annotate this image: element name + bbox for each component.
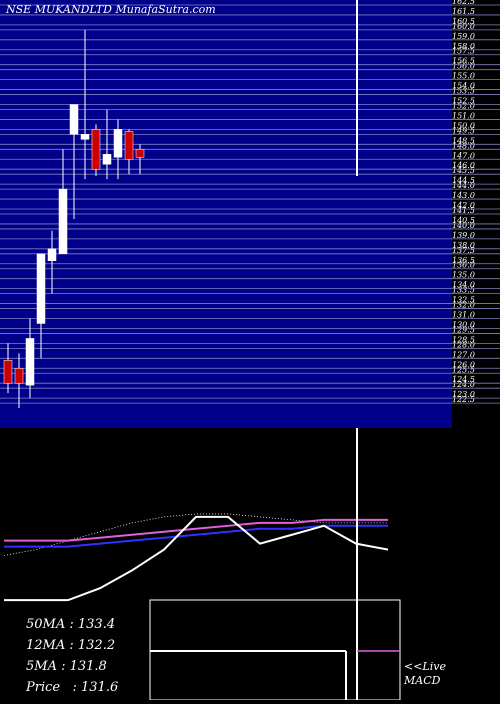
- grid-level-label: 160.5: [452, 17, 475, 26]
- grid-level-label: 137.5: [452, 246, 475, 255]
- grid-level-label: 155.0: [452, 72, 475, 81]
- grid-level-label: 132.0: [452, 301, 475, 310]
- candles-layer: [3, 29, 145, 409]
- grid-level-label: 159.0: [452, 32, 475, 41]
- grid-level-label: 139.0: [452, 231, 475, 240]
- grid-level-label: 130.0: [452, 320, 475, 329]
- candle-body: [91, 129, 101, 170]
- macd-label: MACD: [404, 674, 441, 687]
- candle-body: [135, 149, 145, 158]
- grid-level-label: 136.0: [452, 261, 475, 270]
- candle-body: [69, 104, 79, 135]
- grid-level-label: 156.0: [452, 62, 475, 71]
- macd-legend: <<Live MACD: [404, 660, 446, 688]
- grid-level-label: 128.0: [452, 340, 475, 349]
- grid-level-label: 125.5: [452, 365, 475, 374]
- indicator-lines: [3, 513, 389, 602]
- grid-level-label: 140.5: [452, 216, 475, 225]
- pink-average-line: [4, 518, 388, 542]
- grid-level-label: 153.5: [452, 87, 475, 96]
- grid-level-label: 149.5: [452, 126, 475, 135]
- symbol-label: MUKANDLTD: [34, 3, 112, 16]
- grid-level-label: 128.5: [452, 335, 475, 344]
- grid-level-label: 152.5: [452, 97, 475, 106]
- grid-level-label: 142.0: [452, 201, 475, 210]
- grid-level-label: 127.0: [452, 350, 475, 359]
- candle-body: [14, 368, 24, 384]
- grid-level-label: 136.5: [452, 256, 475, 265]
- candle-body: [58, 188, 68, 255]
- candle-body: [124, 131, 134, 160]
- ma12-label: 12MA : 132.2: [26, 638, 116, 653]
- grid-level-label: 131.0: [452, 311, 475, 320]
- price-grid: 122.5123.0124.0124.5125.5126.0127.0128.0…: [0, 0, 500, 404]
- grid-level-label: 154.0: [452, 82, 475, 91]
- grid-level-label: 126.0: [452, 360, 475, 369]
- exchange-label: NSE: [6, 3, 32, 16]
- grid-level-label: 124.5: [452, 375, 475, 384]
- price-label: Price : 131.6: [26, 680, 119, 695]
- ma-line: [4, 515, 389, 602]
- grid-level-label: 145.5: [452, 166, 475, 175]
- grid-level-label: 158.0: [452, 42, 475, 51]
- grid-level-label: 157.5: [452, 47, 475, 56]
- grid-level-label: 160.0: [452, 22, 475, 31]
- grid-level-label: 162.5: [452, 0, 475, 6]
- grid-level-label: 146.0: [452, 161, 475, 170]
- moving-average-legend: 50MA : 133.4 12MA : 132.2 5MA : 131.8 Pr…: [26, 614, 118, 698]
- grid-level-label: 141.5: [452, 206, 475, 215]
- grid-level-label: 144.5: [452, 176, 475, 185]
- grid-level-label: 124.0: [452, 380, 475, 389]
- grid-level-label: 144.0: [452, 181, 475, 190]
- ma5-label: 5MA : 131.8: [26, 659, 107, 674]
- grid-level-label: 156.5: [452, 57, 475, 66]
- candle-body: [80, 134, 90, 140]
- grid-level-label: 122.5: [452, 395, 475, 404]
- source-label: MunafaSutra.com: [115, 3, 216, 16]
- grid-level-label: 140.0: [452, 221, 475, 230]
- live-label: <<Live: [404, 660, 446, 673]
- grid-level-label: 161.5: [452, 7, 475, 16]
- grid-level-label: 132.5: [452, 296, 475, 305]
- chart-title: NSE MUKANDLTD MunafaSutra.com: [6, 3, 216, 16]
- candle-body: [3, 360, 13, 384]
- grid-level-label: 123.0: [452, 390, 475, 399]
- grid-level-label: 129.5: [452, 325, 475, 334]
- ma50-label: 50MA : 133.4: [26, 617, 116, 632]
- candle-body: [113, 129, 123, 158]
- candle-body: [36, 253, 46, 324]
- candle-body: [102, 154, 112, 165]
- grid-level-label: 147.0: [452, 151, 475, 160]
- grid-level-label: 150.0: [452, 121, 475, 130]
- grid-level-label: 148.0: [452, 141, 475, 150]
- grid-level-label: 133.5: [452, 286, 475, 295]
- candle-body: [47, 248, 57, 262]
- grid-level-label: 135.0: [452, 271, 475, 280]
- grid-level-label: 152.0: [452, 101, 475, 110]
- candle-body: [25, 338, 35, 386]
- grid-level-label: 143.0: [452, 191, 475, 200]
- grid-level-label: 148.5: [452, 136, 475, 145]
- grid-level-label: 138.0: [452, 241, 475, 250]
- grid-level-label: 151.0: [452, 111, 475, 120]
- grid-level-label: 134.0: [452, 281, 475, 290]
